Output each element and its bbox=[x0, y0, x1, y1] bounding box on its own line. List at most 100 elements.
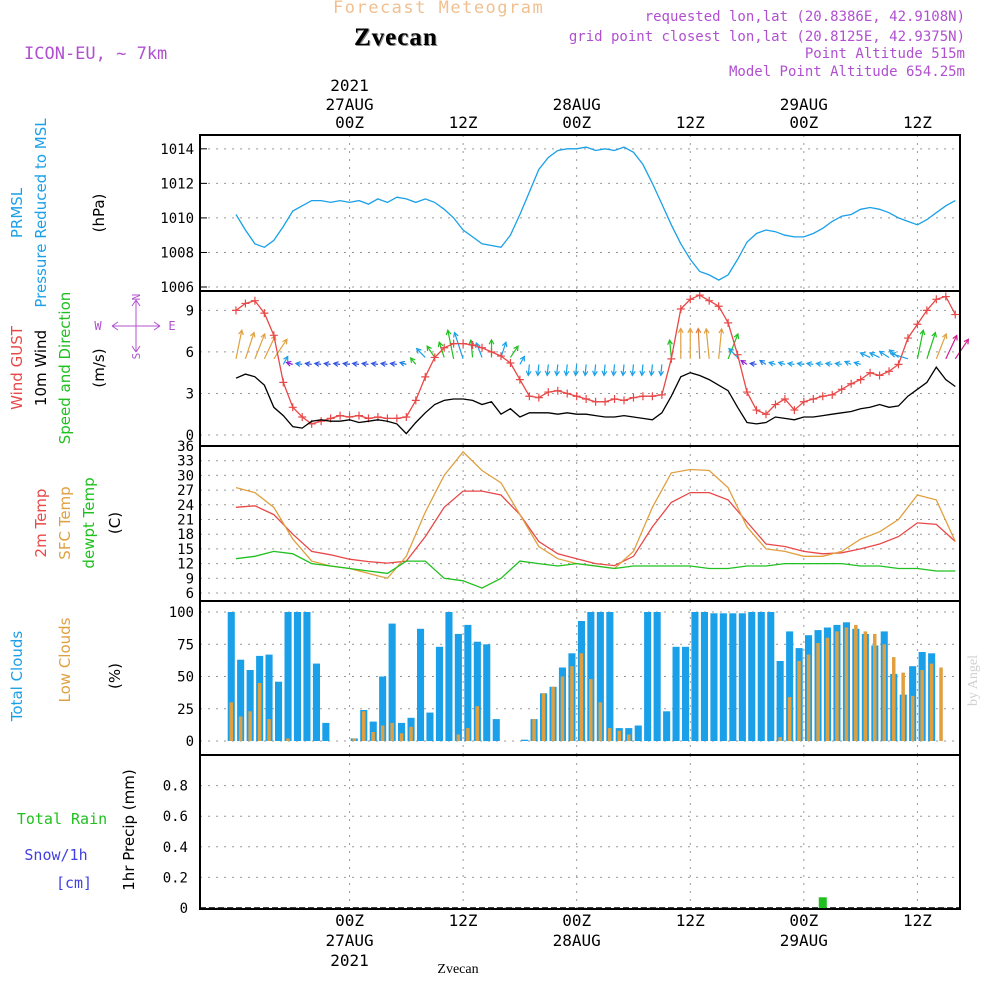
station-name: Zvecan bbox=[354, 24, 438, 51]
bar-total-clouds bbox=[672, 646, 680, 741]
gust-marker bbox=[250, 296, 259, 305]
gust-marker bbox=[421, 372, 430, 381]
wind-arrow bbox=[537, 364, 540, 376]
y-tick-label: 1012 bbox=[160, 176, 194, 192]
gust-marker bbox=[392, 414, 401, 423]
bar-low-clouds bbox=[816, 643, 820, 741]
wind-arrow bbox=[650, 364, 654, 376]
wind-arrowhead bbox=[718, 327, 725, 334]
y-tick-label: 30 bbox=[177, 468, 194, 484]
gust-marker bbox=[866, 368, 875, 377]
bar-low-clouds bbox=[399, 733, 404, 741]
bar-total-clouds bbox=[454, 633, 462, 741]
wind-arrow bbox=[860, 352, 871, 359]
wind-arrowhead bbox=[342, 361, 349, 367]
y-tick-label: 0 bbox=[180, 901, 188, 917]
bar-low-clouds bbox=[475, 706, 479, 741]
bar-low-clouds bbox=[787, 697, 792, 741]
wind-arrowhead bbox=[426, 345, 432, 352]
bar-low-clouds bbox=[892, 657, 896, 741]
wind-arrowhead bbox=[563, 370, 570, 377]
time-label-top: 00Z bbox=[789, 113, 818, 132]
bar-total-clouds bbox=[776, 661, 784, 741]
wind-arrow bbox=[612, 364, 616, 376]
wind-arrowhead bbox=[749, 361, 756, 367]
footer-station: Zvecan bbox=[437, 962, 478, 977]
label-low-clouds: Low Clouds bbox=[56, 617, 74, 702]
wind-arrowhead bbox=[733, 332, 740, 339]
wind-arrow bbox=[641, 364, 644, 376]
wind-arrowhead bbox=[282, 338, 288, 345]
panel-frame-pressure bbox=[199, 134, 961, 292]
gust-marker bbox=[705, 296, 714, 305]
wind-arrow bbox=[475, 342, 483, 358]
wind-arrowhead bbox=[740, 359, 747, 366]
bar-low-clouds bbox=[551, 686, 555, 741]
label-10m-wind: 10m Wind bbox=[32, 330, 50, 406]
panel-frame-precip bbox=[199, 754, 961, 910]
label-snow-unit: [cm] bbox=[56, 874, 92, 892]
wind-arrowhead bbox=[941, 332, 948, 339]
wind-arrow bbox=[669, 340, 672, 358]
wind-arrowhead bbox=[323, 361, 330, 367]
wind-arrowhead bbox=[931, 331, 937, 338]
bar-total-clouds bbox=[379, 676, 387, 741]
y-tick-label: 24 bbox=[177, 498, 194, 514]
wind-arrowhead bbox=[554, 370, 560, 377]
bar-total-clouds bbox=[521, 739, 529, 741]
wind-arrow bbox=[889, 349, 899, 358]
unit-wind: (m/s) bbox=[90, 348, 108, 387]
wind-arrow bbox=[945, 335, 958, 360]
bar-total-clouds bbox=[644, 612, 652, 741]
compass-north: N bbox=[130, 294, 143, 301]
bar-total-clouds bbox=[729, 613, 737, 741]
wind-arrow bbox=[954, 338, 969, 360]
time-label-bottom: 12Z bbox=[676, 911, 705, 930]
time-label-top: 28AUG bbox=[553, 95, 601, 114]
wind-arrowhead bbox=[260, 332, 266, 339]
bar-total-clouds bbox=[237, 659, 245, 741]
bar-low-clouds bbox=[939, 667, 943, 741]
gust-marker bbox=[695, 291, 704, 300]
wind-arrow bbox=[869, 352, 880, 359]
wind-arrowhead bbox=[582, 370, 589, 377]
wind-arrowhead bbox=[768, 360, 775, 367]
gust-marker bbox=[515, 375, 524, 384]
wind-arrow bbox=[879, 350, 890, 358]
bar-total-clouds bbox=[587, 612, 595, 741]
wind-arrow bbox=[926, 332, 936, 360]
gust-marker bbox=[582, 395, 591, 403]
wind-arrowhead bbox=[294, 361, 301, 367]
wind-arrowhead bbox=[370, 361, 377, 367]
wind-arrow bbox=[282, 356, 289, 365]
bar-total-clouds bbox=[473, 641, 481, 741]
gust-marker bbox=[676, 305, 685, 313]
bar-total-clouds bbox=[265, 654, 273, 741]
time-label-bottom: 28AUG bbox=[553, 931, 601, 950]
wind-arrowhead bbox=[667, 338, 673, 345]
wind-arrow bbox=[697, 328, 701, 359]
wind-arrowhead bbox=[313, 361, 320, 367]
wind-arrowhead bbox=[592, 370, 598, 377]
bar-total-clouds bbox=[596, 612, 604, 741]
y-tick-label: 33 bbox=[177, 454, 194, 470]
y-tick-label: 50 bbox=[177, 670, 194, 686]
series-line-prmsl bbox=[235, 146, 956, 281]
gust-marker bbox=[790, 406, 799, 415]
bar-low-clouds bbox=[825, 637, 830, 741]
gust-marker bbox=[620, 396, 629, 405]
y-tick-label: 6 bbox=[186, 586, 194, 602]
wind-arrow bbox=[584, 364, 587, 376]
gust-marker bbox=[298, 413, 307, 421]
bar-low-clouds bbox=[257, 683, 262, 741]
bar-low-clouds bbox=[778, 737, 782, 741]
time-label-top: 12Z bbox=[903, 113, 932, 132]
wind-arrow bbox=[718, 328, 723, 359]
wind-arrow bbox=[890, 352, 909, 360]
wind-arrow bbox=[426, 345, 436, 358]
wind-arrow bbox=[727, 333, 739, 360]
wind-arrowhead bbox=[389, 361, 396, 367]
y-tick-label: 75 bbox=[177, 637, 194, 653]
bar-total-clouds bbox=[398, 722, 406, 741]
time-label-bottom: 00Z bbox=[335, 911, 364, 930]
